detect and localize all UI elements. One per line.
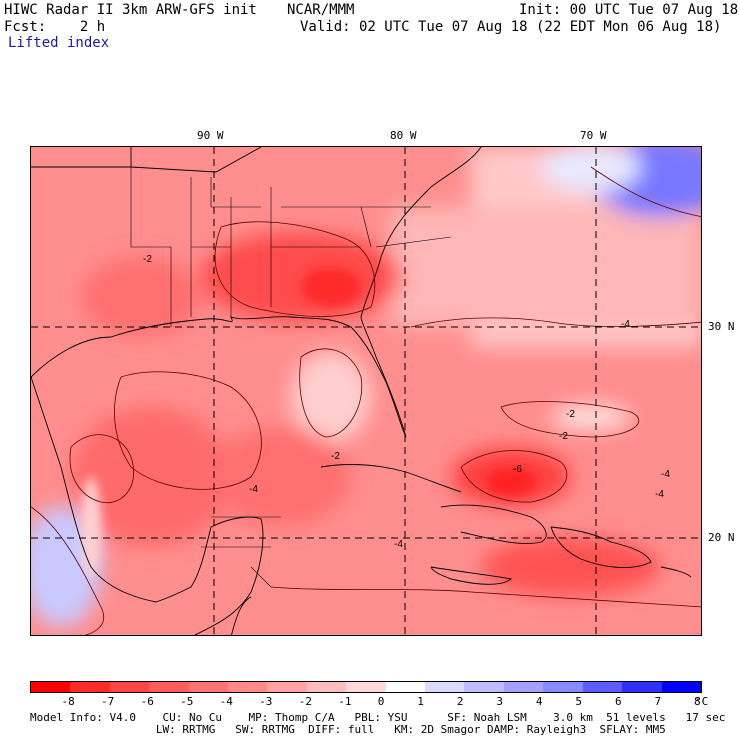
colorbar-swatch [661,682,701,692]
colorbar [30,681,702,693]
colorbar-swatch [503,682,544,692]
lat-label-20n: 20 N [708,531,735,544]
valid-time: Valid: 02 UTC Tue 07 Aug 18 (22 EDT Mon … [300,19,722,35]
field-detail [81,267,536,577]
contour-label: -4 [249,484,258,495]
graticule [31,147,701,635]
colorbar-swatch [228,682,268,692]
contour-label: -4 [655,489,664,500]
contour-label: -6 [513,464,522,475]
colorbar-tick-label: 7 [654,695,662,708]
model-info-line2: LW: RRTMG SW: RRTMG DIFF: full KM: 2D Sm… [30,723,666,736]
colorbar-tick-label: -6 [140,695,154,708]
colorbar-tick-label: 1 [417,695,424,708]
forecast-hour: Fcst: 2 h [4,19,106,35]
colorbar-tick-label: 8 [694,695,701,708]
colorbar-swatch [582,682,623,692]
colorbar-swatch [425,682,465,692]
contour-label: -2 [566,409,575,420]
colorbar-tick-label: -4 [219,695,233,708]
model-info-line1: Model Info: V4.0 CU: No Cu MP: Thomp C/A… [30,711,726,724]
colorbar-tick-label: -2 [298,695,312,708]
field-name: Lifted index [8,35,110,51]
colorbar-swatch [267,682,307,692]
contour-label: -2 [331,451,340,462]
lon-label-90w: 90 W [197,129,224,142]
colorbar-swatch [188,682,229,692]
init-time: Init: 00 UTC Tue 07 Aug 18 [519,2,739,18]
contour-label: -2 [559,431,568,442]
colorbar-swatch [149,682,189,692]
colorbar-unit: °C [695,695,709,708]
lon-label-70w: 70 W [580,129,607,142]
contour-labels: -2 -2 -4 -2 -4 -6 -4 -4 -2 -4 [143,254,670,550]
colorbar-tick-label: -3 [259,695,273,708]
colorbar-swatch [31,682,71,692]
lat-label-30n: 30 N [708,320,735,333]
colorbar-swatch [543,682,583,692]
colorbar-swatch [622,682,662,692]
colorbar-tick-label: -1 [338,695,352,708]
colorbar-tick-label: 4 [535,695,543,708]
model-title: HIWC Radar II 3km ARW-GFS init [4,2,257,18]
lifted-index-map[interactable]: -2 -2 -4 -2 -4 -6 -4 -4 -2 -4 [30,146,702,636]
colorbar-swatch [70,682,110,692]
colorbar-tick-label: 0 [377,695,385,708]
contours [31,166,701,635]
org-label: NCAR/MMM [287,2,355,18]
map-svg: -2 -2 -4 -2 -4 -6 -4 -4 -2 -4 [31,147,701,635]
colorbar-tick-label: 6 [614,695,622,708]
contour-label: -2 [143,254,152,265]
contour-label: -4 [661,469,670,480]
colorbar-swatch [385,682,426,692]
colorbar-tick-label: 5 [575,695,583,708]
colorbar-tick-label: 3 [496,695,503,708]
colorbar-swatch [109,682,150,692]
colorbar-swatch [464,682,504,692]
colorbar-tick-label: 2 [456,695,464,708]
state-borders [130,167,452,588]
colorbar-swatch [346,682,386,692]
colorbar-tick-label: -5 [180,695,194,708]
colorbar-tick-label: -7 [101,695,115,708]
colorbar-tick-label: -8 [61,695,75,708]
colorbar-swatch [306,682,347,692]
coastlines [31,147,692,635]
contour-label: -4 [394,539,403,550]
contour-label: -4 [621,319,630,330]
lon-label-80w: 80 W [390,129,417,142]
